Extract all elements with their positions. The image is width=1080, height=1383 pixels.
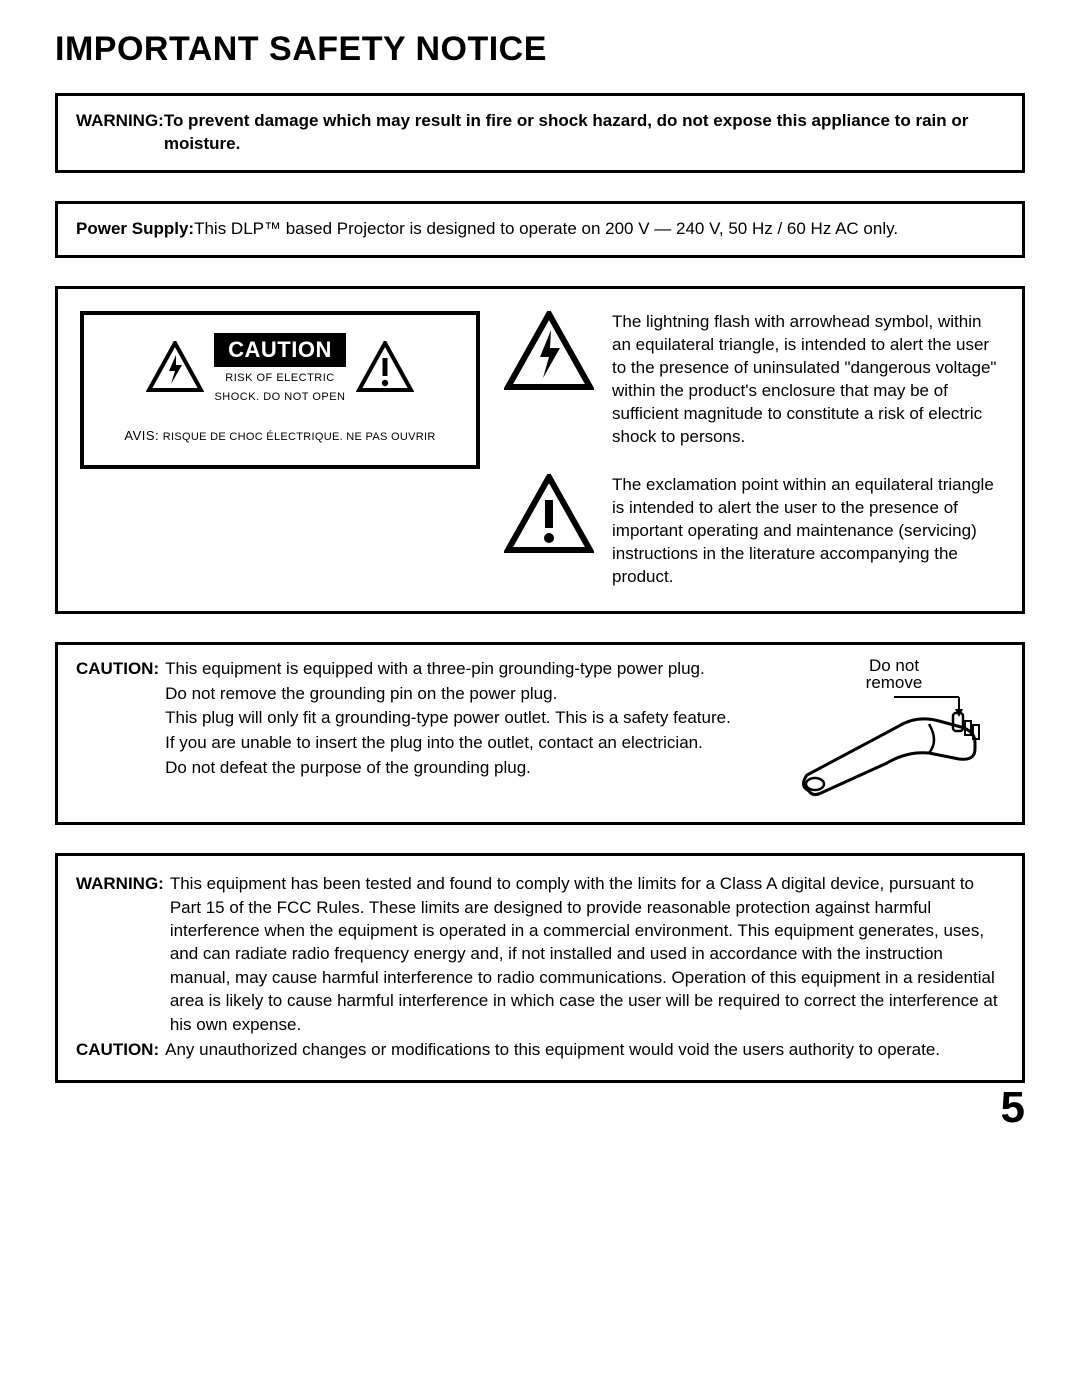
do-not-line2: remove: [866, 673, 923, 692]
caution-word: CAUTION: [214, 333, 346, 367]
plug-caution-label: CAUTION:: [76, 657, 159, 780]
lightning-symbol-row: The lightning flash with arrowhead symbo…: [504, 311, 1000, 449]
exclaim-symbol-row: The exclamation point within an equilate…: [504, 474, 1000, 589]
warning-label: WARNING:: [76, 110, 164, 133]
caution-risk-line1: RISK OF ELECTRIC: [225, 370, 334, 387]
fcc-box: WARNING: This equipment has been tested …: [55, 853, 1025, 1083]
page-number: 5: [1001, 1083, 1025, 1133]
caution-risk-line2: SHOCK. DO NOT OPEN: [214, 389, 345, 406]
plug-caution-text: This equipment is equipped with a three-…: [165, 657, 731, 780]
caution-panel: CAUTION RISK OF ELECTRIC SHOCK. DO NOT O…: [80, 311, 480, 469]
plug-line5: Do not defeat the purpose of the groundi…: [165, 758, 531, 777]
exclaim-triangle-icon: [504, 474, 594, 554]
fcc-warning-text: This equipment has been tested and found…: [170, 872, 1004, 1036]
power-supply-text: This DLP™ based Projector is designed to…: [194, 218, 898, 241]
symbols-right: The lightning flash with arrowhead symbo…: [504, 311, 1000, 589]
warning-box: WARNING: To prevent damage which may res…: [55, 93, 1025, 173]
plug-line3: This plug will only fit a grounding-type…: [165, 708, 731, 727]
power-supply-label: Power Supply:: [76, 218, 194, 241]
plug-line1: This equipment is equipped with a three-…: [165, 659, 705, 678]
symbols-box: CAUTION RISK OF ELECTRIC SHOCK. DO NOT O…: [55, 286, 1025, 614]
fcc-caution-text: Any unauthorized changes or modification…: [165, 1038, 940, 1061]
fcc-caution-label: CAUTION:: [76, 1038, 159, 1061]
plug-caution-box: CAUTION: This equipment is equipped with…: [55, 642, 1025, 825]
caution-panel-col: CAUTION RISK OF ELECTRIC SHOCK. DO NOT O…: [80, 311, 480, 589]
lightning-text: The lightning flash with arrowhead symbo…: [612, 311, 1000, 449]
page-title: IMPORTANT SAFETY NOTICE: [55, 30, 1025, 69]
power-supply-box: Power Supply: This DLP™ based Projector …: [55, 201, 1025, 258]
exclaim-text: The exclamation point within an equilate…: [612, 474, 1000, 589]
fcc-warning-label: WARNING:: [76, 872, 164, 1036]
exclaim-triangle-icon: [356, 341, 414, 398]
plug-icon: [789, 788, 999, 805]
plug-line2: Do not remove the grounding pin on the p…: [165, 684, 557, 703]
avis-label: AVIS:: [124, 428, 159, 443]
plug-line4: If you are unable to insert the plug int…: [165, 733, 703, 752]
bolt-triangle-icon: [504, 311, 594, 391]
avis-text: RISQUE DE CHOC ÉLECTRIQUE. NE PAS OUVRIR: [163, 431, 436, 443]
warning-text: To prevent damage which may result in fi…: [164, 110, 1004, 156]
bolt-triangle-icon: [146, 341, 204, 398]
